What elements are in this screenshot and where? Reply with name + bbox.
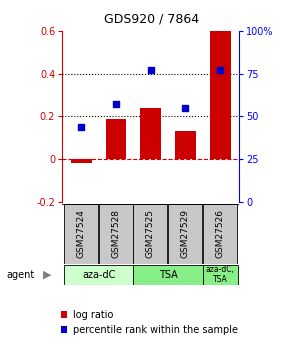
Point [114,102,118,107]
Bar [64,204,98,264]
Point [79,124,84,129]
Bar [175,131,196,159]
Bar [61,326,67,333]
Text: GSM27526: GSM27526 [215,209,225,258]
Bar [105,119,126,159]
Text: log ratio: log ratio [73,310,114,320]
Text: GSM27524: GSM27524 [76,209,85,258]
Bar [133,265,203,285]
Text: ▶: ▶ [43,270,51,279]
Text: GSM27529: GSM27529 [181,209,190,258]
Text: percentile rank within the sample: percentile rank within the sample [73,325,238,335]
Text: agent: agent [6,270,34,279]
Bar [71,159,92,164]
Bar [98,204,133,264]
Bar [133,204,168,264]
Point [218,68,223,73]
Bar [203,265,238,285]
Text: GDS920 / 7864: GDS920 / 7864 [104,12,199,25]
Text: GSM27525: GSM27525 [146,209,155,258]
Text: GSM27528: GSM27528 [111,209,120,258]
Bar [210,31,231,159]
Bar [64,265,133,285]
Text: aza-dC,
TSA: aza-dC, TSA [206,265,235,284]
Bar [140,108,161,159]
Bar [168,204,202,264]
Bar [61,312,67,318]
Point [183,105,188,111]
Text: TSA: TSA [159,270,178,279]
Text: aza-dC: aza-dC [82,270,115,279]
Point [148,68,153,73]
Bar [203,204,237,264]
